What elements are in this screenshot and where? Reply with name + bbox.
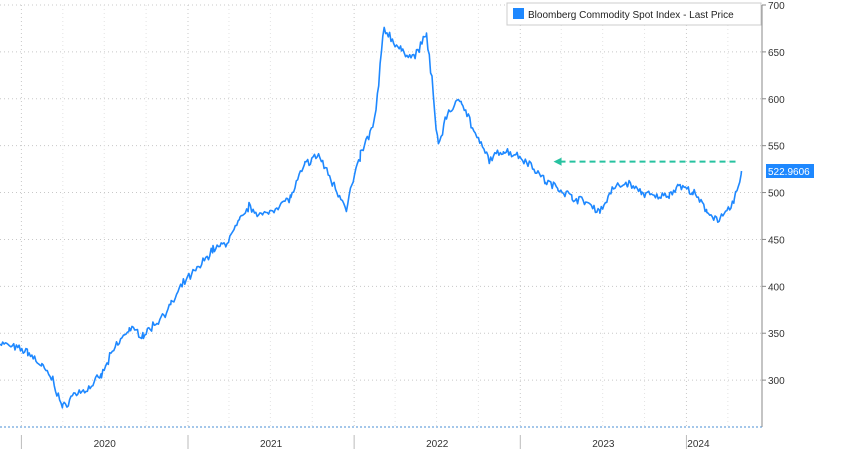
y-axis: 300 350 400 450 500 550 600 650 700 bbox=[761, 1, 785, 427]
chart-grid bbox=[0, 4, 762, 427]
legend-box bbox=[506, 2, 762, 26]
series-group bbox=[0, 26, 743, 409]
y-tick-label: 700 bbox=[768, 1, 785, 12]
x-tick-label: 2024 bbox=[687, 439, 710, 450]
legend: Bloomberg Commodity Spot Index - Last Pr… bbox=[506, 2, 762, 26]
x-tick-label: 2021 bbox=[260, 439, 283, 450]
y-tick-label: 350 bbox=[768, 329, 785, 340]
y-tick-label: 550 bbox=[768, 142, 785, 153]
y-tick-label: 650 bbox=[768, 48, 785, 59]
x-tick-label: 2020 bbox=[94, 439, 117, 450]
x-tick-label: 2023 bbox=[592, 439, 615, 450]
y-tick-label: 500 bbox=[768, 189, 785, 200]
y-tick-label: 600 bbox=[768, 95, 785, 106]
x-tick-label: 2022 bbox=[426, 439, 449, 450]
reference-line-group bbox=[553, 157, 737, 166]
last-value-label: 522.9606 bbox=[768, 167, 810, 178]
y-tick-label: 300 bbox=[768, 376, 785, 387]
legend-swatch bbox=[513, 8, 524, 19]
reference-arrowhead bbox=[553, 157, 562, 166]
last-value-marker: 522.9606 bbox=[766, 164, 814, 178]
series-line bbox=[0, 26, 743, 409]
last-value-badge bbox=[766, 164, 814, 178]
x-axis: 2020 2021 2022 2023 2024 bbox=[0, 426, 762, 450]
y-tick-label: 450 bbox=[768, 235, 785, 246]
y-tick-label: 400 bbox=[768, 282, 785, 293]
legend-entry-label: Bloomberg Commodity Spot Index - Last Pr… bbox=[528, 10, 734, 21]
